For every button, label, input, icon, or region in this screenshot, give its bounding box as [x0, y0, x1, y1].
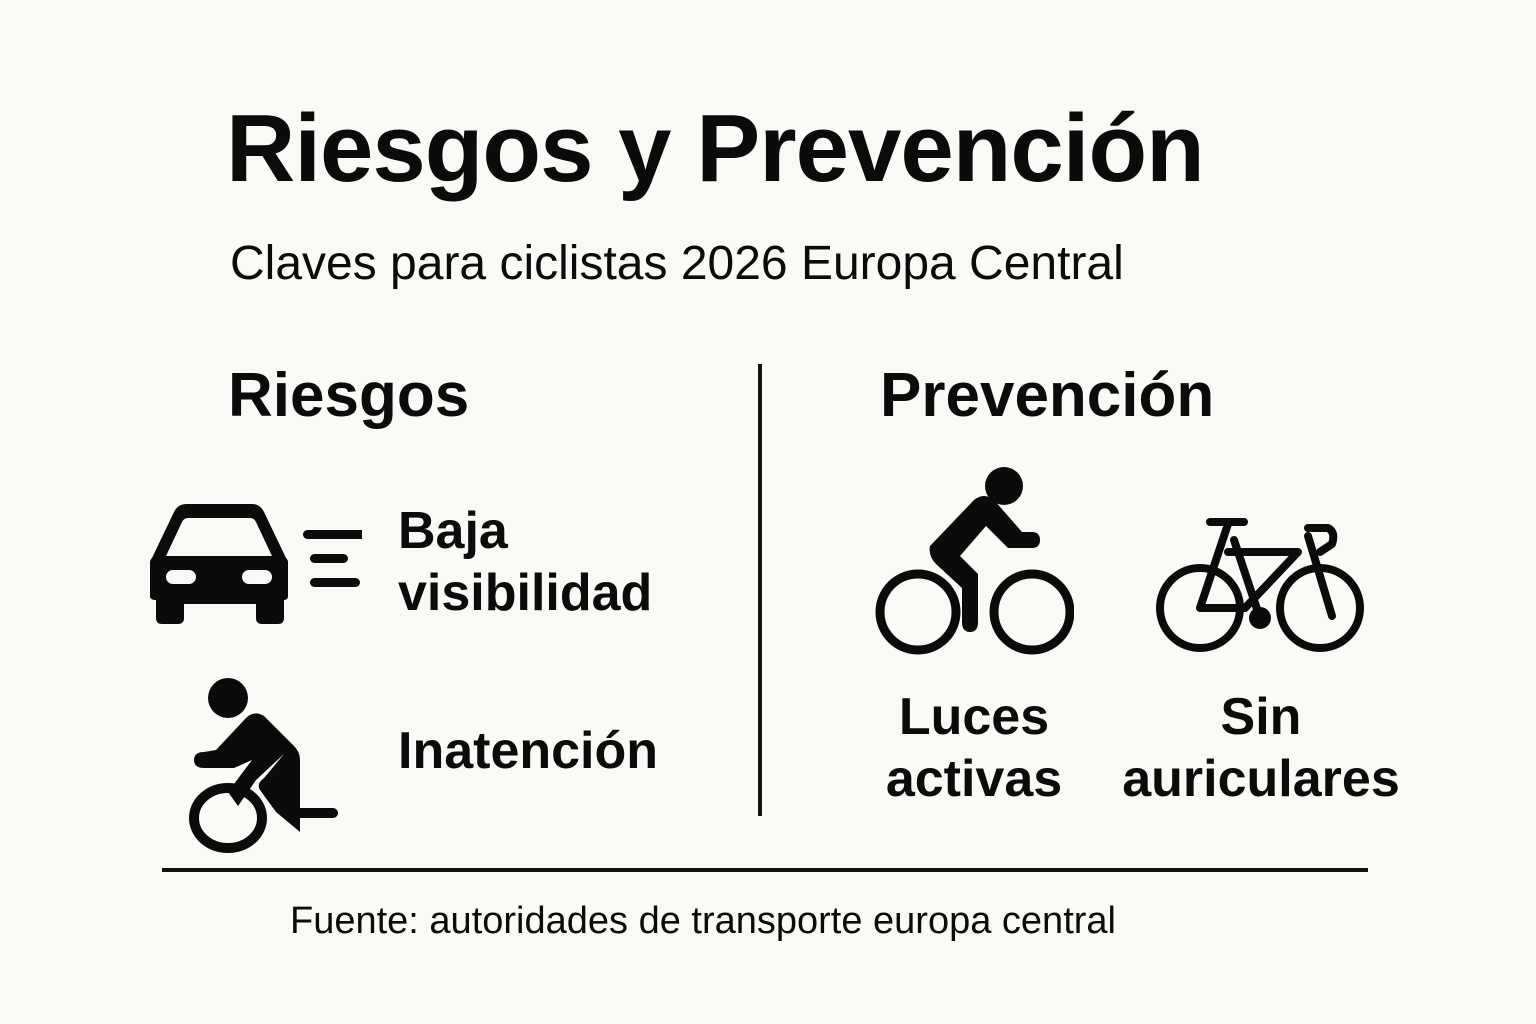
page-subtitle: Claves para ciclistas 2026 Europa Centra…	[230, 237, 1124, 290]
prevention-label-no-headphones: Sin auriculares	[1108, 686, 1414, 810]
bicycle-icon	[1150, 512, 1370, 652]
prevention-label-line: Sin	[1220, 688, 1302, 746]
prevention-label-lights: Luces activas	[860, 686, 1088, 810]
distracted-cyclist-icon	[186, 672, 342, 854]
risk-label-inattention: Inatención	[398, 722, 659, 780]
car-speed-icon	[148, 500, 362, 626]
prevention-label-line: activas	[885, 750, 1063, 808]
cyclist-icon	[874, 466, 1074, 656]
prevention-label-line: auriculares	[1122, 750, 1400, 808]
risk-label-line: Baja	[398, 502, 508, 560]
prevention-label-line: Luces	[898, 688, 1050, 746]
risk-label-low-visibility: Baja visibilidad	[398, 500, 652, 624]
source-note: Fuente: autoridades de transporte europa…	[290, 900, 1116, 942]
page-title: Riesgos y Prevención	[226, 95, 1205, 202]
vertical-divider	[758, 364, 762, 816]
horizontal-divider	[162, 868, 1368, 872]
risk-label-line: visibilidad	[398, 564, 653, 622]
risks-heading: Riesgos	[228, 361, 470, 430]
prevention-heading: Prevención	[880, 361, 1215, 430]
